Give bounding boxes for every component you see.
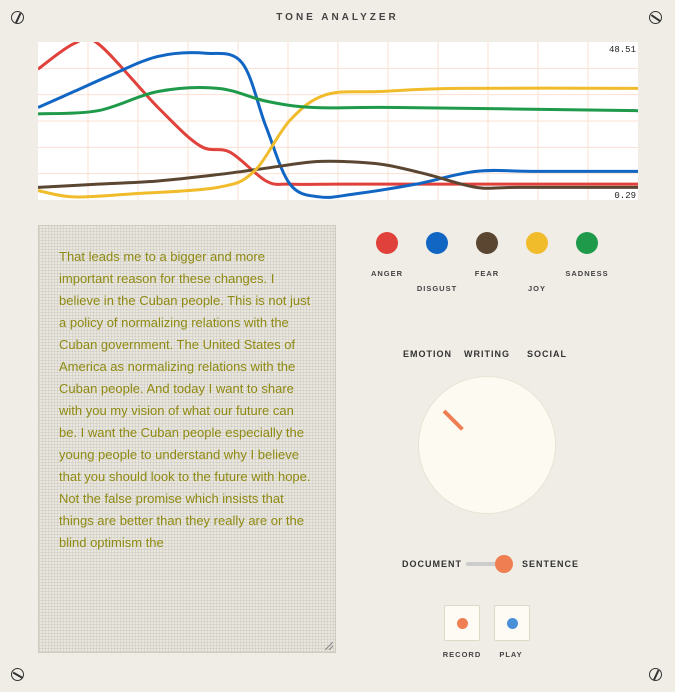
legend-item-anger[interactable]: ANGER <box>357 232 417 278</box>
legend-label-joy: JOY <box>527 284 546 293</box>
app-title: TONE ANALYZER <box>276 12 399 23</box>
record-label: RECORD <box>442 650 482 659</box>
tone-dial[interactable] <box>419 377 555 513</box>
legend-dot-fear[interactable] <box>476 232 498 254</box>
record-button[interactable] <box>444 605 480 641</box>
legend-item-disgust[interactable]: DISGUST <box>407 232 467 293</box>
screw-top-left-icon <box>11 11 24 24</box>
series-line-joy <box>38 86 638 199</box>
legend-item-fear[interactable]: FEAR <box>457 232 517 278</box>
legend-label-sadness: SADNESS <box>565 269 609 278</box>
mode-toggle-track[interactable] <box>466 562 506 566</box>
legend-label-anger: ANGER <box>370 269 404 278</box>
sentence-mode-label[interactable]: SENTENCE <box>522 559 580 569</box>
mode-toggle-knob[interactable] <box>495 555 513 573</box>
legend-dot-joy[interactable] <box>526 232 548 254</box>
screw-bottom-right-icon <box>649 668 662 681</box>
legend-item-sadness[interactable]: SADNESS <box>557 232 617 278</box>
legend-dot-sadness[interactable] <box>576 232 598 254</box>
tab-social[interactable]: SOCIAL <box>527 349 568 359</box>
legend-label-disgust: DISGUST <box>416 284 458 293</box>
chart-y-max-label: 48.51 <box>608 45 636 55</box>
tab-writing[interactable]: WRITING <box>464 349 510 359</box>
play-icon <box>507 618 518 629</box>
resize-handle-icon[interactable] <box>325 642 333 650</box>
record-icon <box>457 618 468 629</box>
tone-chart-svg <box>38 42 638 200</box>
play-button[interactable] <box>494 605 530 641</box>
legend-dot-anger[interactable] <box>376 232 398 254</box>
legend-item-joy[interactable]: JOY <box>507 232 567 293</box>
dial-needle-icon[interactable] <box>442 409 464 431</box>
legend-label-fear: FEAR <box>474 269 500 278</box>
legend-dot-disgust[interactable] <box>426 232 448 254</box>
series-line-fear <box>38 159 638 190</box>
series-line-sadness <box>38 86 638 116</box>
screw-top-right-icon <box>649 11 662 24</box>
tone-chart: 48.51 0.29 <box>38 42 638 201</box>
play-label: PLAY <box>499 650 523 659</box>
tab-emotion[interactable]: EMOTION <box>403 349 452 359</box>
speech-text: That leads me to a bigger and more impor… <box>59 249 311 550</box>
chart-y-min-label: 0.29 <box>614 191 636 201</box>
screw-bottom-left-icon <box>11 668 24 681</box>
speech-text-area[interactable]: That leads me to a bigger and more impor… <box>38 225 336 653</box>
document-mode-label[interactable]: DOCUMENT <box>402 559 462 569</box>
